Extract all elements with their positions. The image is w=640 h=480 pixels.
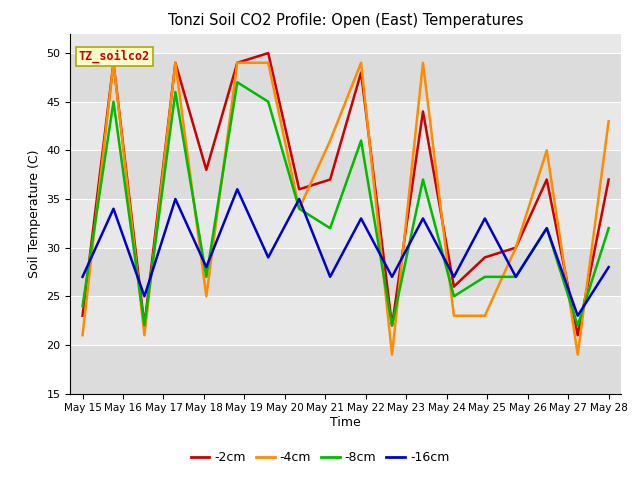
-2cm xyxy=(419,108,427,114)
-16cm xyxy=(172,196,179,202)
Bar xyxy=(70,296,621,345)
-8cm xyxy=(202,274,210,280)
Text: TZ_soilco2: TZ_soilco2 xyxy=(79,50,150,63)
-4cm xyxy=(264,60,272,66)
-16cm xyxy=(388,274,396,280)
-8cm xyxy=(357,138,365,144)
-16cm xyxy=(543,225,550,231)
-16cm xyxy=(109,206,117,212)
-16cm xyxy=(450,274,458,280)
-2cm xyxy=(264,50,272,56)
-16cm xyxy=(326,274,334,280)
-4cm xyxy=(141,332,148,338)
-2cm xyxy=(141,323,148,328)
-16cm xyxy=(574,313,582,319)
-16cm xyxy=(419,216,427,221)
-16cm xyxy=(605,264,612,270)
-8cm xyxy=(141,323,148,328)
-2cm xyxy=(388,323,396,328)
X-axis label: Time: Time xyxy=(330,416,361,429)
-8cm xyxy=(450,293,458,299)
-8cm xyxy=(79,303,86,309)
-8cm xyxy=(481,274,489,280)
-2cm xyxy=(605,177,612,182)
-2cm xyxy=(172,60,179,66)
-4cm xyxy=(326,138,334,144)
Bar xyxy=(70,53,621,102)
-8cm xyxy=(512,274,520,280)
-4cm xyxy=(450,313,458,319)
-4cm xyxy=(202,293,210,299)
-8cm xyxy=(295,206,303,212)
-2cm xyxy=(109,60,117,66)
Line: -2cm: -2cm xyxy=(83,53,609,335)
-4cm xyxy=(295,206,303,212)
Bar xyxy=(70,34,621,53)
-2cm xyxy=(450,284,458,289)
Bar xyxy=(70,199,621,248)
Bar xyxy=(70,248,621,296)
-16cm xyxy=(357,216,365,221)
-4cm xyxy=(481,313,489,319)
-4cm xyxy=(172,60,179,66)
-4cm xyxy=(574,352,582,358)
-16cm xyxy=(295,196,303,202)
-2cm xyxy=(574,332,582,338)
Bar xyxy=(70,345,621,394)
Legend: -2cm, -4cm, -8cm, -16cm: -2cm, -4cm, -8cm, -16cm xyxy=(186,446,454,469)
-4cm xyxy=(543,147,550,153)
-8cm xyxy=(326,225,334,231)
Title: Tonzi Soil CO2 Profile: Open (East) Temperatures: Tonzi Soil CO2 Profile: Open (East) Temp… xyxy=(168,13,524,28)
-2cm xyxy=(326,177,334,182)
-16cm xyxy=(264,254,272,260)
-8cm xyxy=(264,99,272,105)
-4cm xyxy=(234,60,241,66)
-8cm xyxy=(419,177,427,182)
-4cm xyxy=(109,60,117,66)
Line: -4cm: -4cm xyxy=(83,63,609,355)
Bar xyxy=(70,150,621,199)
-16cm xyxy=(79,274,86,280)
-8cm xyxy=(543,225,550,231)
Line: -16cm: -16cm xyxy=(83,189,609,316)
-2cm xyxy=(512,245,520,251)
-2cm xyxy=(202,167,210,173)
-4cm xyxy=(79,332,86,338)
-4cm xyxy=(419,60,427,66)
-4cm xyxy=(388,352,396,358)
-8cm xyxy=(605,225,612,231)
-2cm xyxy=(295,186,303,192)
-4cm xyxy=(605,118,612,124)
-8cm xyxy=(234,79,241,85)
Y-axis label: Soil Temperature (C): Soil Temperature (C) xyxy=(28,149,41,278)
-2cm xyxy=(543,177,550,182)
Bar xyxy=(70,102,621,150)
-8cm xyxy=(109,99,117,105)
-16cm xyxy=(141,293,148,299)
-4cm xyxy=(512,245,520,251)
-16cm xyxy=(481,216,489,221)
-8cm xyxy=(388,323,396,328)
-2cm xyxy=(357,70,365,75)
-2cm xyxy=(79,313,86,319)
-4cm xyxy=(357,60,365,66)
-16cm xyxy=(512,274,520,280)
-8cm xyxy=(172,89,179,95)
-2cm xyxy=(234,60,241,66)
Line: -8cm: -8cm xyxy=(83,82,609,325)
-16cm xyxy=(234,186,241,192)
-2cm xyxy=(481,254,489,260)
-8cm xyxy=(574,323,582,328)
-16cm xyxy=(202,264,210,270)
